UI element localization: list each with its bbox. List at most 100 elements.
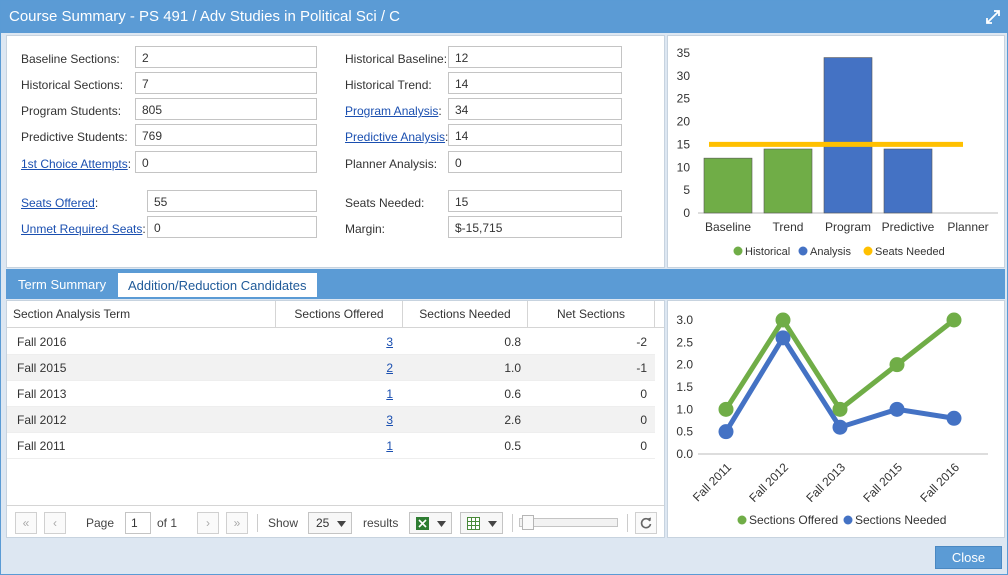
program-analysis-label: Program Analysis:	[345, 104, 442, 118]
program-analysis-field[interactable]: 34	[448, 98, 622, 120]
predictive-analysis-colon: :	[445, 130, 449, 144]
y-tick-label: 0	[683, 206, 690, 220]
historical-baseline-field[interactable]: 12	[448, 46, 622, 68]
export-excel-button[interactable]	[409, 512, 452, 534]
predictive-analysis-label: Predictive Analysis:	[345, 130, 448, 144]
legend-label: Analysis	[810, 246, 851, 258]
first-choice-attempts-label: 1st Choice Attempts:	[21, 157, 131, 171]
title-bar: Course Summary - PS 491 / Adv Studies in…	[1, 1, 1007, 33]
y-tick-label: 3.0	[676, 313, 693, 327]
first-page-button[interactable]: «	[15, 512, 37, 534]
unmet-required-seats-link[interactable]: Unmet Required Seats	[21, 222, 143, 236]
x-tick-label: Predictive	[882, 220, 935, 234]
sections-offered-link[interactable]: 2	[386, 361, 393, 375]
pager-divider	[627, 514, 628, 532]
page-size-value: 25	[316, 516, 330, 530]
program-students-field[interactable]: 805	[135, 98, 317, 120]
unmet-required-seats-label: Unmet Required Seats:	[21, 222, 146, 236]
zoom-slider-handle[interactable]	[522, 515, 534, 530]
table-row[interactable]: Fall 2016 3 0.8 -2	[7, 329, 655, 355]
term-cell: Fall 2011	[17, 439, 66, 453]
legend-label: Sections Needed	[855, 513, 946, 527]
tab-addition-reduction-candidates[interactable]: Addition/Reduction Candidates	[117, 272, 318, 298]
y-tick-label: 0.0	[676, 447, 693, 461]
refresh-button[interactable]	[635, 512, 657, 534]
seats-offered-colon: :	[94, 196, 99, 210]
net-sections-cell: 0	[640, 439, 647, 453]
seats-offered-label: Seats Offered:	[21, 196, 98, 210]
sections-offered-link[interactable]: 3	[386, 335, 393, 349]
maximize-icon[interactable]	[985, 9, 1001, 25]
tab-term-summary[interactable]: Term Summary	[8, 272, 117, 298]
y-tick-label: 20	[677, 115, 691, 129]
chevron-down-icon	[488, 521, 497, 527]
table-row[interactable]: Fall 2015 2 1.0 -1	[7, 355, 655, 381]
first-choice-attempts-field[interactable]: 0	[135, 151, 317, 173]
baseline-sections-field[interactable]: 2	[135, 46, 317, 68]
next-page-button[interactable]: ›	[197, 512, 219, 534]
bar-program	[823, 57, 873, 214]
last-page-button[interactable]: »	[226, 512, 248, 534]
planner-analysis-field[interactable]: 0	[448, 151, 622, 173]
y-tick-label: 35	[677, 46, 691, 60]
sections-offered-link[interactable]: 1	[386, 439, 393, 453]
planner-analysis-label: Planner Analysis:	[345, 157, 438, 171]
table-row[interactable]: Fall 2012 3 2.6 0	[7, 407, 655, 433]
page-label: Page	[86, 516, 115, 530]
predictive-analysis-link[interactable]: Predictive Analysis	[345, 130, 446, 144]
page-number-input[interactable]: 1	[125, 512, 151, 534]
seats-offered-link[interactable]: Seats Offered	[21, 196, 95, 210]
data-point	[775, 330, 791, 346]
seats-offered-field[interactable]: 55	[147, 190, 317, 212]
columns-icon	[467, 517, 480, 530]
data-point	[718, 424, 734, 440]
margin-field[interactable]: $-15,715	[448, 216, 622, 238]
table-row[interactable]: Fall 2013 1 0.6 0	[7, 381, 655, 407]
show-label: Show	[268, 516, 299, 530]
column-chooser-button[interactable]	[460, 512, 503, 534]
net-sections-cell: 0	[640, 413, 647, 427]
x-tick-label: Fall 2012	[746, 460, 791, 505]
page-size-select[interactable]: 25	[308, 512, 352, 534]
data-point	[775, 312, 791, 328]
y-tick-label: 1.5	[676, 380, 693, 394]
page-count-label: of 1	[157, 516, 178, 530]
header-net-sections[interactable]: Net Sections	[528, 301, 655, 327]
sections-needed-cell: 2.6	[504, 413, 521, 427]
predictive-analysis-field[interactable]: 14	[448, 124, 622, 146]
term-cell: Fall 2015	[17, 361, 67, 375]
net-sections-cell: 0	[640, 387, 647, 401]
chevron-down-icon	[337, 521, 346, 527]
zoom-slider[interactable]	[519, 515, 618, 530]
seats-needed-field[interactable]: 15	[448, 190, 622, 212]
net-sections-cell: -1	[636, 361, 647, 375]
seats-needed-label: Seats Needed:	[345, 196, 425, 210]
y-tick-label: 0.5	[676, 425, 693, 439]
table-row[interactable]: Fall 2011 1 0.5 0	[7, 433, 655, 459]
sections-offered-link[interactable]: 3	[386, 413, 393, 427]
seats-bar-chart: 0 5 10 15 20 25 30 35 Baseline Trend Program Predic…	[677, 46, 998, 258]
sections-offered-link[interactable]: 1	[386, 387, 393, 401]
net-sections-cell: -2	[636, 335, 647, 349]
first-choice-attempts-link[interactable]: 1st Choice Attempts	[21, 157, 128, 171]
program-analysis-link[interactable]: Program Analysis	[345, 104, 439, 118]
data-point	[832, 401, 848, 417]
margin-label: Margin:	[345, 222, 386, 236]
header-section-analysis-term[interactable]: Section Analysis Term	[7, 301, 276, 327]
pager-divider	[257, 514, 258, 532]
unmet-required-seats-field[interactable]: 0	[147, 216, 317, 238]
historical-trend-field[interactable]: 14	[448, 72, 622, 94]
bar-predictive	[883, 148, 933, 214]
bar-trend	[763, 148, 813, 214]
x-tick-label: Fall 2016	[917, 460, 962, 505]
previous-page-button[interactable]: ‹	[44, 512, 66, 534]
historical-sections-field[interactable]: 7	[135, 72, 317, 94]
header-sections-offered[interactable]: Sections Offered	[276, 301, 403, 327]
x-tick-label: Fall 2013	[803, 460, 848, 505]
baseline-sections-label: Baseline Sections:	[21, 52, 120, 66]
x-tick-label: Fall 2011	[690, 460, 734, 504]
close-button[interactable]: Close	[935, 546, 1002, 569]
header-sections-needed[interactable]: Sections Needed	[403, 301, 528, 327]
legend-label: Seats Needed	[875, 246, 945, 258]
predictive-students-field[interactable]: 769	[135, 124, 317, 146]
